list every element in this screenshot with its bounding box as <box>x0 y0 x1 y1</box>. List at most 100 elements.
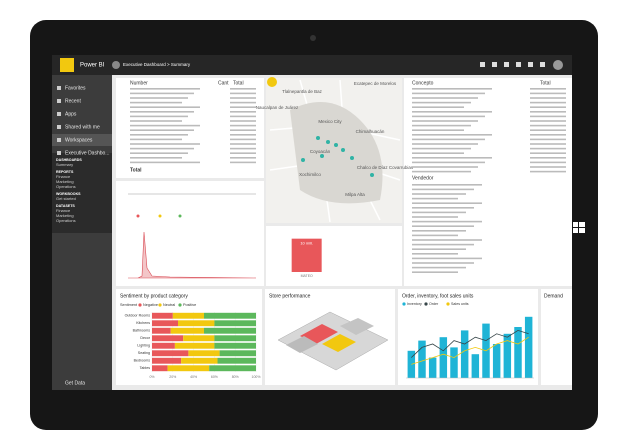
breadcrumb[interactable]: Executive Dashboard > Summary <box>123 62 191 67</box>
nav-item[interactable]: Workspaces <box>65 137 93 143</box>
area-decor <box>128 231 257 279</box>
row-text <box>412 197 458 200</box>
bar-segment <box>152 320 178 327</box>
bar-segment <box>170 327 204 334</box>
row-text <box>412 152 464 154</box>
tile[interactable] <box>116 181 264 286</box>
row-text <box>230 143 256 145</box>
row-text <box>530 166 566 168</box>
map-label: Mexico City <box>318 119 342 124</box>
map-label: Coyoacán <box>310 149 331 154</box>
bar-segment <box>188 350 220 357</box>
row-text <box>412 211 466 214</box>
bar <box>439 337 448 378</box>
bar-segment <box>214 335 256 342</box>
row-text <box>412 188 474 191</box>
tile[interactable] <box>116 78 264 178</box>
bar-segment <box>152 342 175 349</box>
logo[interactable] <box>60 58 74 72</box>
row-text <box>530 88 566 90</box>
nav-subitem[interactable]: Get started <box>56 196 76 201</box>
nav-item[interactable]: Recent <box>65 98 81 104</box>
row-text <box>130 120 182 122</box>
nav-subitem[interactable]: Marketing <box>56 179 74 184</box>
nav-subitem[interactable]: Finance <box>56 174 71 179</box>
y-tick-label: Decor <box>140 336 150 340</box>
nav-item[interactable]: Executive Dashbo... <box>65 150 109 156</box>
nav-footer[interactable]: Get Data <box>65 380 85 386</box>
row-text <box>412 230 466 232</box>
row-text <box>412 147 471 150</box>
nav-icon <box>57 86 61 90</box>
row-text <box>412 124 471 127</box>
legend-label[interactable]: Positive <box>183 303 196 307</box>
row-text <box>130 138 182 141</box>
nav-icon <box>57 112 61 116</box>
row-text <box>530 111 566 113</box>
row-text <box>530 124 566 127</box>
nav-item[interactable]: Favorites <box>65 85 86 91</box>
map-pins <box>301 136 374 177</box>
x-tick-label: 80% <box>232 375 239 379</box>
bar-segment <box>204 312 256 319</box>
tile-title: Demand <box>544 293 563 299</box>
total-label: Total <box>130 167 142 173</box>
row-text <box>412 111 492 113</box>
y-tick-label: Seating <box>138 351 150 355</box>
row-text <box>530 97 566 99</box>
nav-subitem[interactable]: Marketing <box>56 213 74 218</box>
row-text <box>130 97 188 99</box>
row-text <box>412 184 482 186</box>
x-tick-label: 20% <box>169 375 176 379</box>
bar-segment <box>183 335 215 342</box>
bar-segment <box>178 320 215 327</box>
windows-button[interactable] <box>573 222 585 233</box>
row-text <box>130 88 200 90</box>
row-text <box>230 138 256 141</box>
row-text <box>412 97 478 99</box>
nav-icon <box>57 125 61 129</box>
bar <box>460 330 469 378</box>
legend-swatch <box>178 303 182 307</box>
top-icons[interactable] <box>480 60 563 70</box>
legend-label[interactable]: Neutral <box>163 303 175 307</box>
row-text <box>230 88 256 90</box>
legend-label[interactable]: Inventory <box>407 302 422 306</box>
row-text <box>130 152 188 154</box>
nav-subitem[interactable]: Operations <box>56 218 76 223</box>
row-text <box>230 97 256 99</box>
row-text <box>412 271 458 273</box>
legend-label[interactable]: Sales units <box>451 302 469 306</box>
column-header: Vendedor <box>412 175 434 181</box>
nav-heading: WORKBOOKS <box>56 192 81 196</box>
bar-segment <box>214 320 256 327</box>
legend-label[interactable]: Order <box>429 302 439 306</box>
y-tick-label: Bathrooms <box>133 329 151 333</box>
nav-subitem[interactable]: Operations <box>56 184 76 189</box>
tile[interactable] <box>541 289 572 385</box>
row-text <box>130 92 194 95</box>
tile[interactable] <box>266 226 402 286</box>
row-text <box>412 262 474 264</box>
nav-subitem[interactable]: Finance <box>56 208 71 213</box>
bar-segment <box>152 350 189 357</box>
row-text <box>412 225 474 227</box>
legend-label[interactable]: Negative <box>143 303 158 307</box>
map-label: Tlalnepantla de Baz <box>282 89 323 94</box>
row-text <box>530 152 566 154</box>
urban-area <box>290 102 383 204</box>
map-label: Ecatepec de Morelos <box>354 81 397 86</box>
menu-button[interactable] <box>267 77 277 87</box>
bar-segment <box>219 350 256 357</box>
tile[interactable] <box>404 78 572 286</box>
y-tick-label: Tables <box>140 366 151 370</box>
nav-item[interactable]: Shared with me <box>65 124 100 130</box>
map-label: Naucalpan de Juárez <box>256 105 299 110</box>
nav-item[interactable]: Apps <box>65 111 77 117</box>
nav-subitem[interactable]: Summary <box>56 162 73 167</box>
row-text <box>230 147 256 150</box>
x-tick-label: 0% <box>149 375 154 379</box>
nav-subpane <box>52 153 112 193</box>
row-text <box>130 143 200 145</box>
row-text <box>530 92 566 95</box>
